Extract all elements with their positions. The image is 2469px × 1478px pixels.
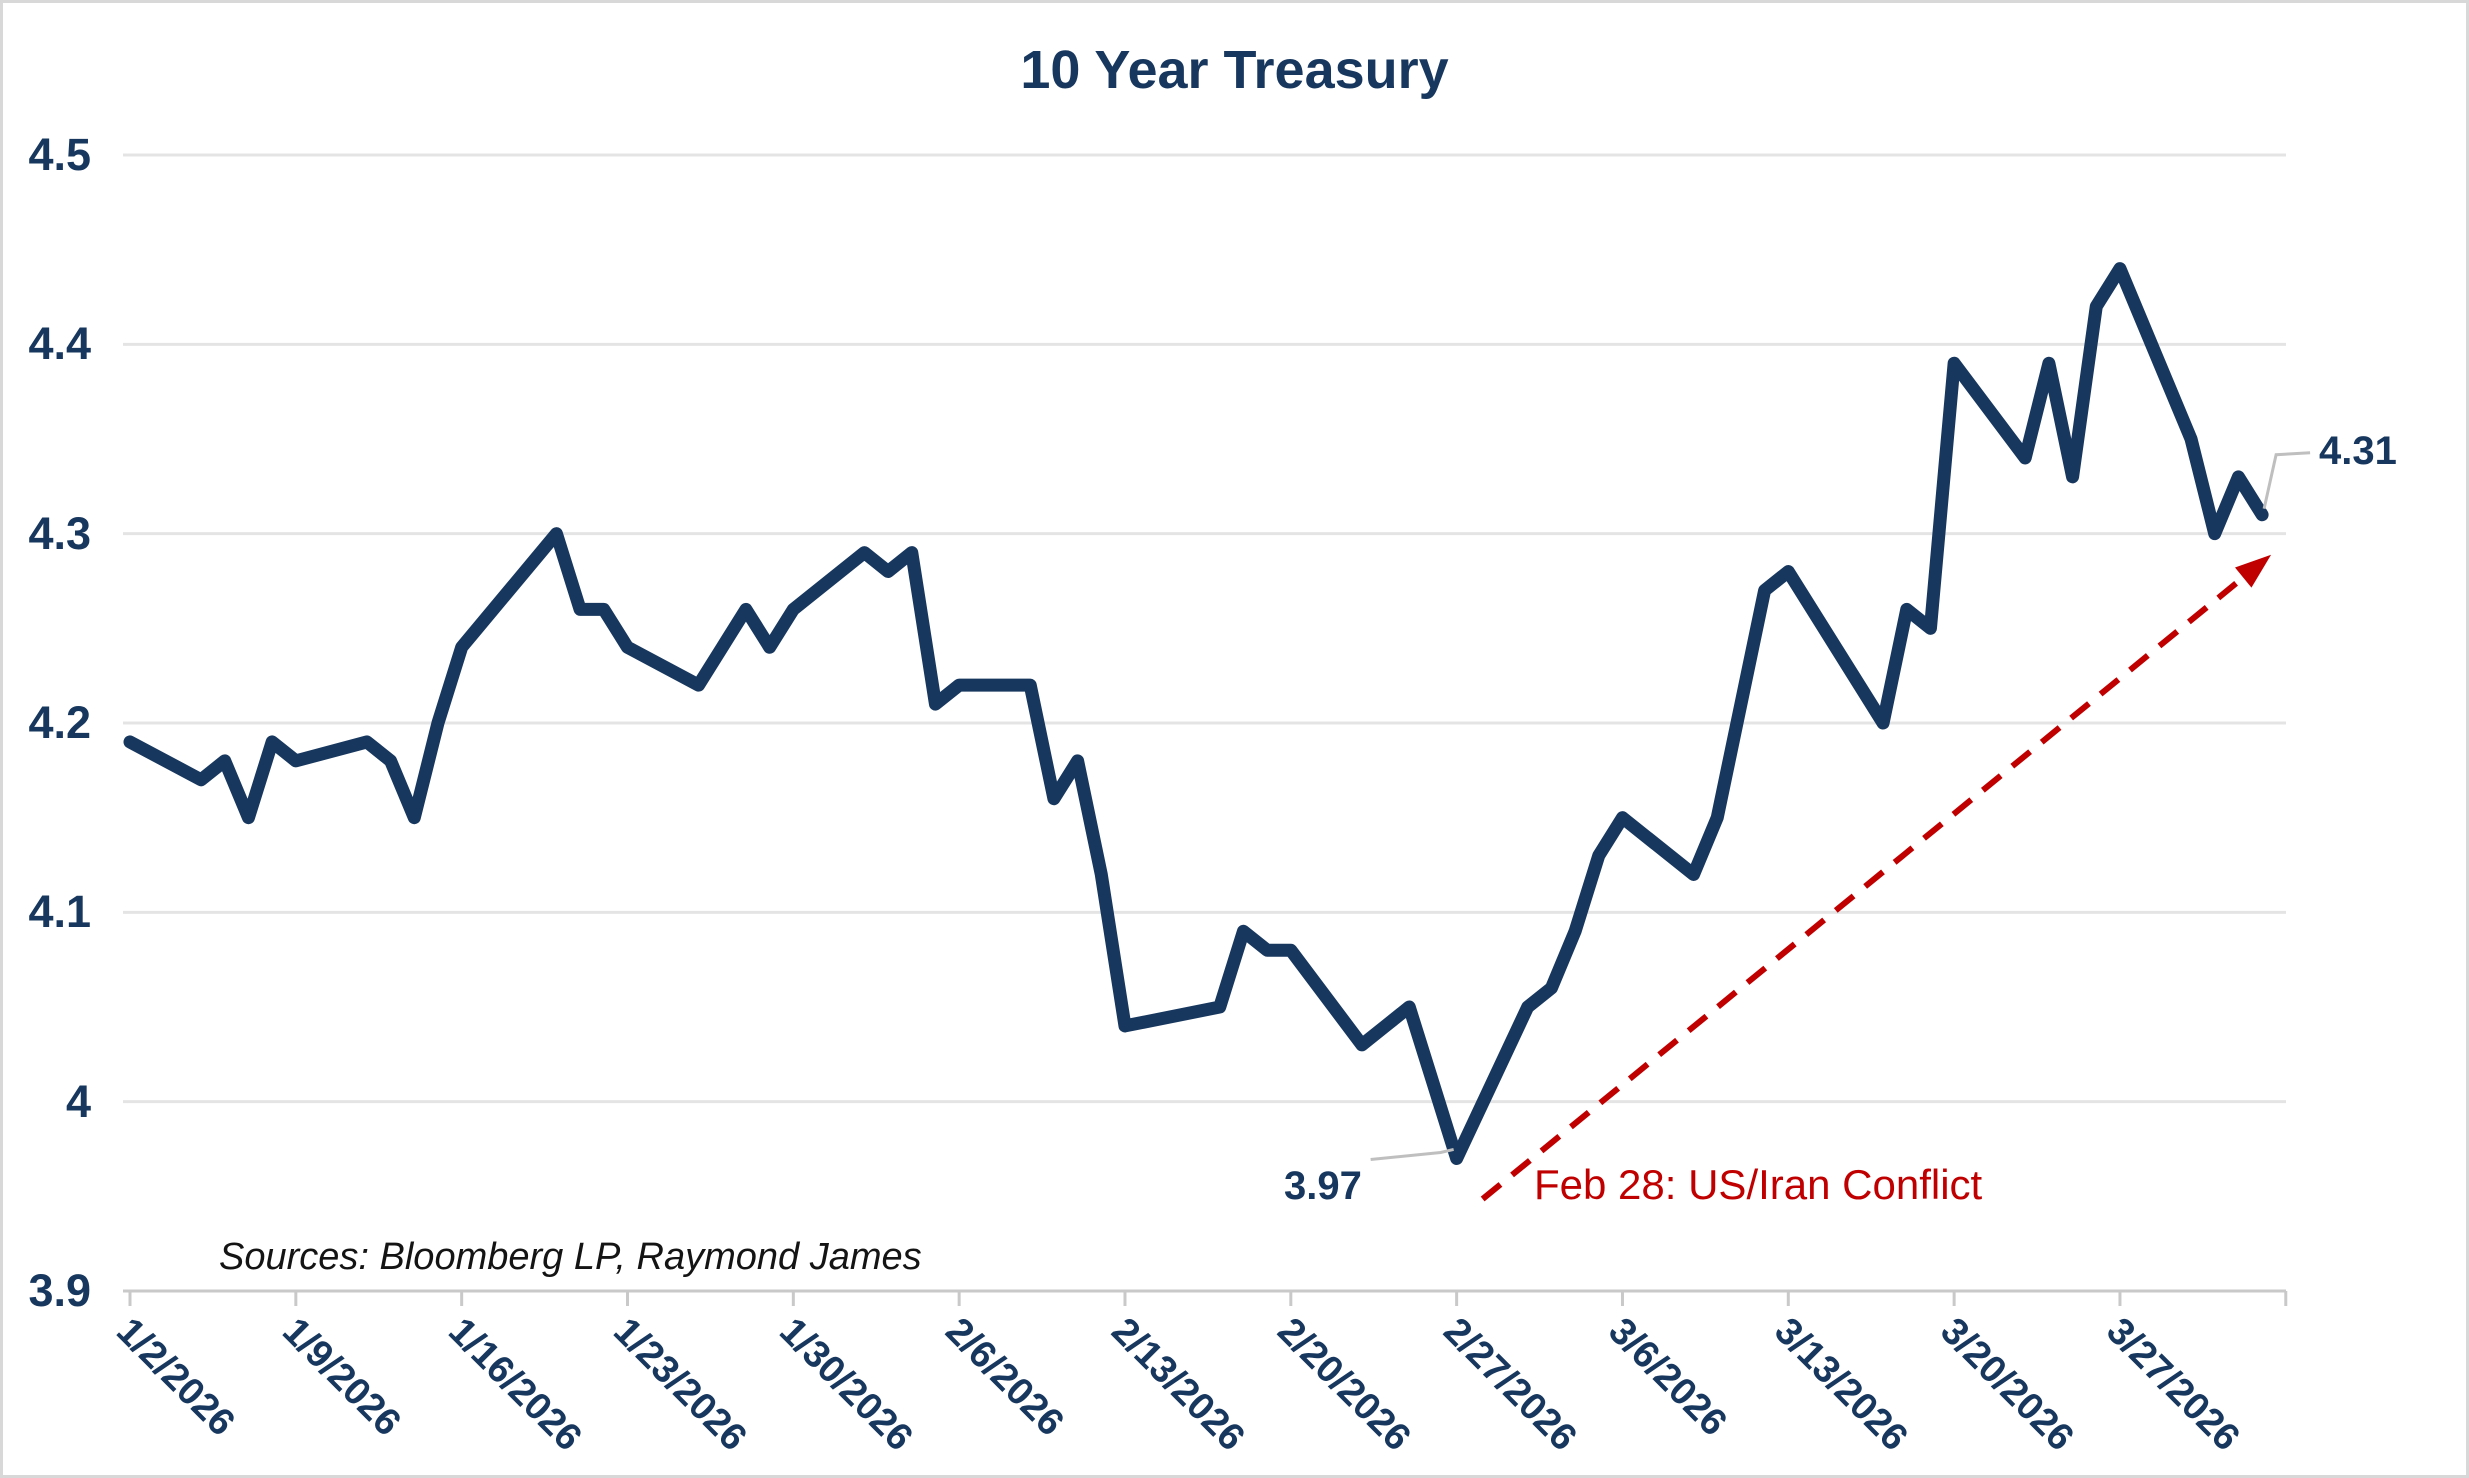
y-axis-label: 3.9	[28, 1265, 91, 1316]
y-axis-label: 4.5	[28, 129, 91, 180]
low-annotation-leader	[1370, 1148, 1454, 1161]
annotation-end-value: 4.31	[2319, 429, 2397, 473]
plot-area	[123, 153, 2311, 1306]
sources-note: Sources: Bloomberg LP, Raymond James	[219, 1236, 922, 1278]
y-axis-label: 4	[65, 1075, 91, 1127]
chart-title: 10 Year Treasury	[1020, 40, 1449, 100]
y-axis-label: 4.4	[28, 318, 91, 370]
y-axis-label: 4.1	[28, 886, 91, 938]
annotation-event-text: Feb 28: US/Iran Conflict	[1534, 1161, 1983, 1208]
event-arrow-head	[2234, 554, 2272, 588]
y-axis-label: 4.2	[28, 697, 91, 748]
yield-line	[123, 262, 2269, 1165]
annotation-low-value: 3.97	[1284, 1164, 1362, 1208]
event-arrow-line	[1480, 571, 2250, 1202]
y-axis-label: 4.3	[28, 507, 91, 559]
end-annotation-leader	[2262, 451, 2311, 510]
